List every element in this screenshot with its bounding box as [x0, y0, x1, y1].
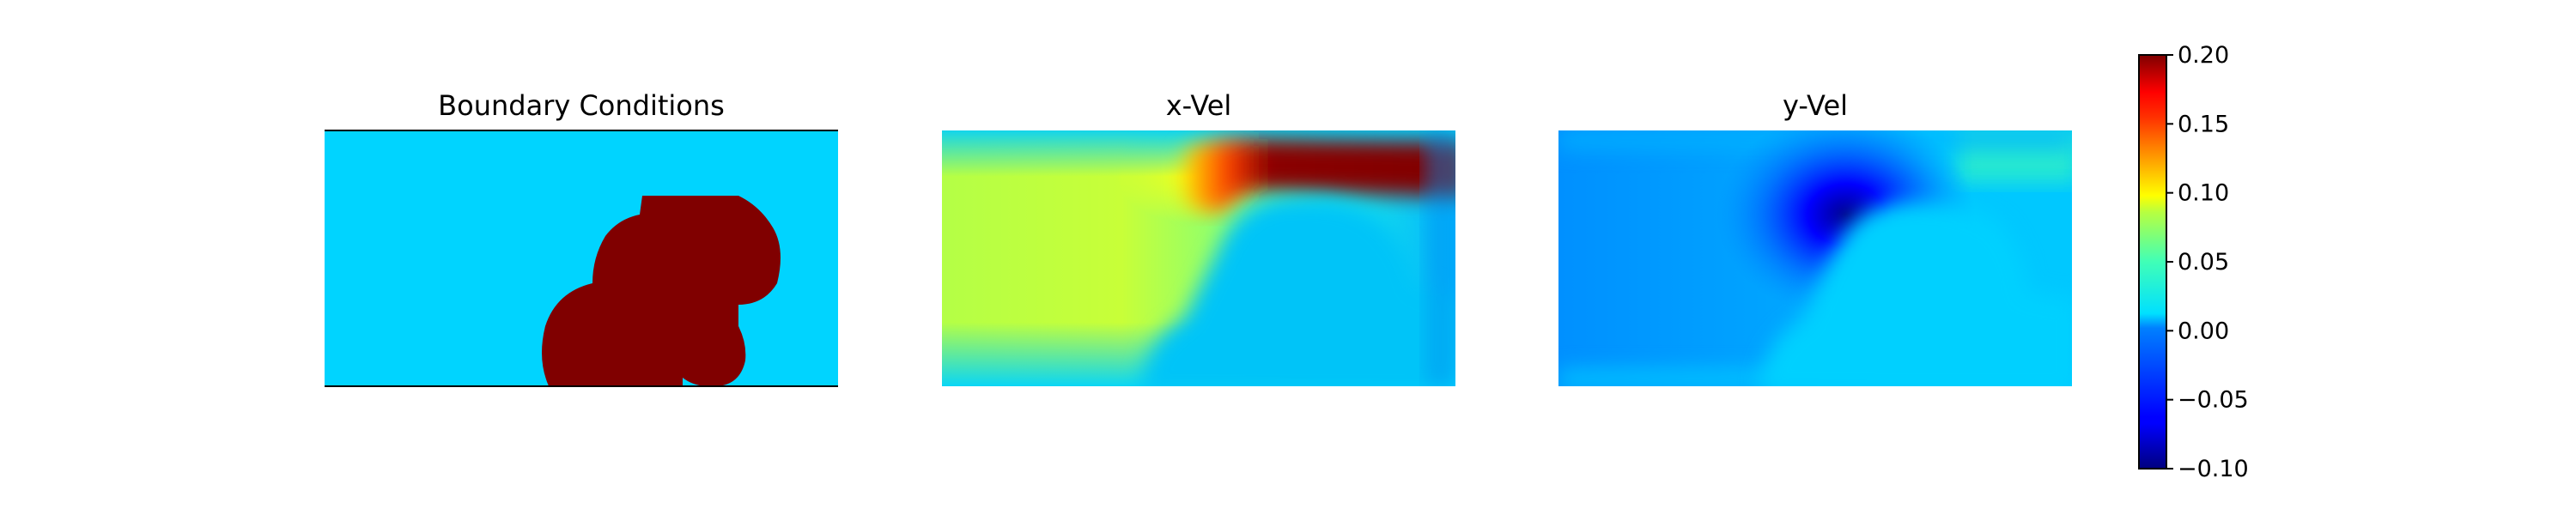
panel-title-x-vel: x-Vel [1166, 89, 1232, 122]
panel-title-boundary-conditions: Boundary Conditions [438, 89, 725, 122]
x-vel-right-edge [1425, 130, 1455, 386]
boundary-conditions-panel: Boundary Conditions [325, 89, 838, 387]
colorbar-tick-label: 0.15 [2178, 111, 2229, 137]
colorbar-tick-label: −0.05 [2178, 387, 2249, 414]
colorbar-tick-label: 0.10 [2178, 180, 2229, 207]
colorbar: 0.20 0.15 0.10 0.05 0.00 −0.05 −0.10 [2138, 42, 2249, 482]
colorbar-tick-label: 0.05 [2178, 249, 2229, 276]
obstacle-region [542, 196, 781, 386]
y-vel-panel: y-Vel [1558, 89, 2072, 386]
colorbar-gradient [2138, 54, 2167, 470]
colorbar-tick-label: 0.20 [2178, 42, 2229, 69]
colorbar-tick-label: 0.00 [2178, 318, 2229, 344]
colorbar-ticks: 0.20 0.15 0.10 0.05 0.00 −0.05 −0.10 [2166, 42, 2249, 482]
y-vel-obstacle-wake [1760, 201, 2072, 386]
x-vel-obstacle-wake [1142, 197, 1455, 386]
panel-title-y-vel: y-Vel [1783, 89, 1848, 122]
x-vel-panel: x-Vel [942, 89, 1455, 386]
x-vel-jet [1185, 138, 1455, 212]
colorbar-tick-label: −0.10 [2178, 456, 2249, 482]
